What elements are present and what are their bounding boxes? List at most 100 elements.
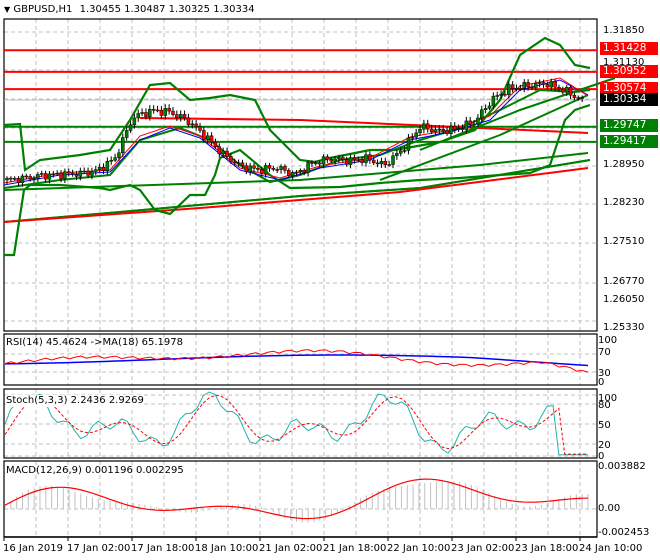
candle bbox=[545, 84, 550, 88]
candle bbox=[561, 88, 565, 93]
candle bbox=[310, 162, 314, 164]
price-level-tag: 1.29417 bbox=[600, 135, 658, 148]
time-tick-label: 21 Jan 02:00 bbox=[259, 543, 323, 554]
candle bbox=[178, 114, 183, 118]
candle bbox=[252, 165, 256, 169]
candle bbox=[391, 155, 395, 165]
candle bbox=[28, 176, 32, 180]
candle bbox=[163, 108, 168, 116]
bollinger-upper bbox=[3, 36, 591, 172]
price-tick-label: 1.27510 bbox=[603, 236, 645, 247]
candle bbox=[410, 136, 415, 139]
candle bbox=[148, 109, 152, 117]
candle bbox=[63, 171, 67, 180]
candle bbox=[36, 174, 40, 179]
time-tick-label: 18 Jan 10:00 bbox=[195, 543, 259, 554]
candle bbox=[472, 123, 476, 126]
time-tick-label: 21 Jan 18:00 bbox=[323, 543, 387, 554]
candle bbox=[530, 86, 534, 89]
time-tick-label: 24 Jan 10:00 bbox=[579, 543, 643, 554]
price-tick-label: 1.26050 bbox=[603, 294, 645, 305]
candle bbox=[364, 154, 368, 163]
candle bbox=[260, 169, 264, 174]
candle bbox=[209, 135, 214, 143]
stoch-tick-label: 80 bbox=[598, 400, 611, 411]
candle bbox=[333, 158, 337, 162]
candle bbox=[379, 161, 384, 165]
candle bbox=[32, 177, 36, 180]
candle bbox=[244, 165, 249, 172]
candle bbox=[414, 132, 418, 138]
candle bbox=[406, 137, 411, 151]
stoch-title: Stoch(5,3,3) 2.2436 2.9269 bbox=[6, 395, 144, 407]
candle bbox=[449, 125, 453, 134]
candle bbox=[59, 172, 63, 180]
candle bbox=[101, 166, 106, 172]
rsi-panel bbox=[3, 333, 598, 386]
candle bbox=[267, 165, 272, 169]
candle bbox=[275, 169, 279, 171]
price-tick-label: 1.28950 bbox=[603, 159, 645, 170]
price-level-tag: 1.29747 bbox=[600, 119, 658, 132]
candle bbox=[16, 178, 21, 183]
candle bbox=[74, 174, 79, 177]
candle bbox=[70, 172, 75, 175]
candle bbox=[383, 161, 388, 165]
candle bbox=[398, 150, 403, 154]
candle bbox=[217, 146, 222, 155]
candle bbox=[549, 81, 554, 88]
candle bbox=[329, 159, 333, 162]
candle bbox=[491, 95, 496, 107]
candle bbox=[144, 112, 148, 117]
candle bbox=[418, 129, 422, 134]
candle bbox=[402, 150, 407, 152]
candle bbox=[321, 156, 326, 165]
candle bbox=[557, 86, 561, 90]
candle bbox=[43, 173, 48, 180]
candle bbox=[279, 166, 283, 170]
candle bbox=[94, 169, 98, 172]
candle bbox=[132, 117, 137, 126]
candle bbox=[568, 87, 573, 96]
ohlc-values: 1.30455 1.30487 1.30325 1.30334 bbox=[79, 4, 255, 15]
candle bbox=[175, 114, 179, 118]
candle bbox=[128, 124, 133, 131]
candle bbox=[155, 109, 160, 112]
candle bbox=[121, 137, 125, 154]
candle bbox=[371, 159, 376, 164]
candle bbox=[9, 177, 13, 180]
candle bbox=[232, 161, 237, 164]
candle bbox=[229, 156, 233, 163]
candle bbox=[325, 156, 330, 160]
candle bbox=[453, 125, 457, 130]
candle bbox=[360, 159, 364, 163]
candle bbox=[441, 128, 445, 132]
candle bbox=[39, 173, 44, 175]
candle bbox=[236, 162, 241, 164]
stoch-main-line bbox=[4, 391, 588, 456]
triangle-down-icon[interactable]: ▼ bbox=[4, 5, 11, 14]
candle bbox=[476, 117, 480, 125]
time-tick-label: 17 Jan 18:00 bbox=[131, 543, 195, 554]
candle bbox=[576, 97, 581, 99]
candle bbox=[78, 170, 83, 177]
price-tick-label: 1.28230 bbox=[603, 197, 645, 208]
price-tick-label: 1.31130 bbox=[603, 57, 645, 68]
macd-title: MACD(12,26,9) 0.001196 0.002295 bbox=[6, 465, 184, 476]
candle bbox=[348, 157, 353, 165]
rsi-tick-label: 100 bbox=[598, 335, 618, 346]
candle bbox=[171, 110, 175, 115]
candle bbox=[190, 123, 195, 126]
bollinger-lower bbox=[4, 103, 591, 257]
candle bbox=[256, 168, 260, 170]
main-panel bbox=[3, 18, 598, 332]
candle bbox=[553, 81, 557, 88]
candle bbox=[97, 166, 102, 170]
candle bbox=[140, 112, 144, 114]
candle bbox=[294, 171, 299, 174]
candle bbox=[159, 109, 164, 116]
candle bbox=[495, 95, 499, 97]
candle bbox=[302, 170, 306, 173]
candle bbox=[51, 173, 56, 176]
